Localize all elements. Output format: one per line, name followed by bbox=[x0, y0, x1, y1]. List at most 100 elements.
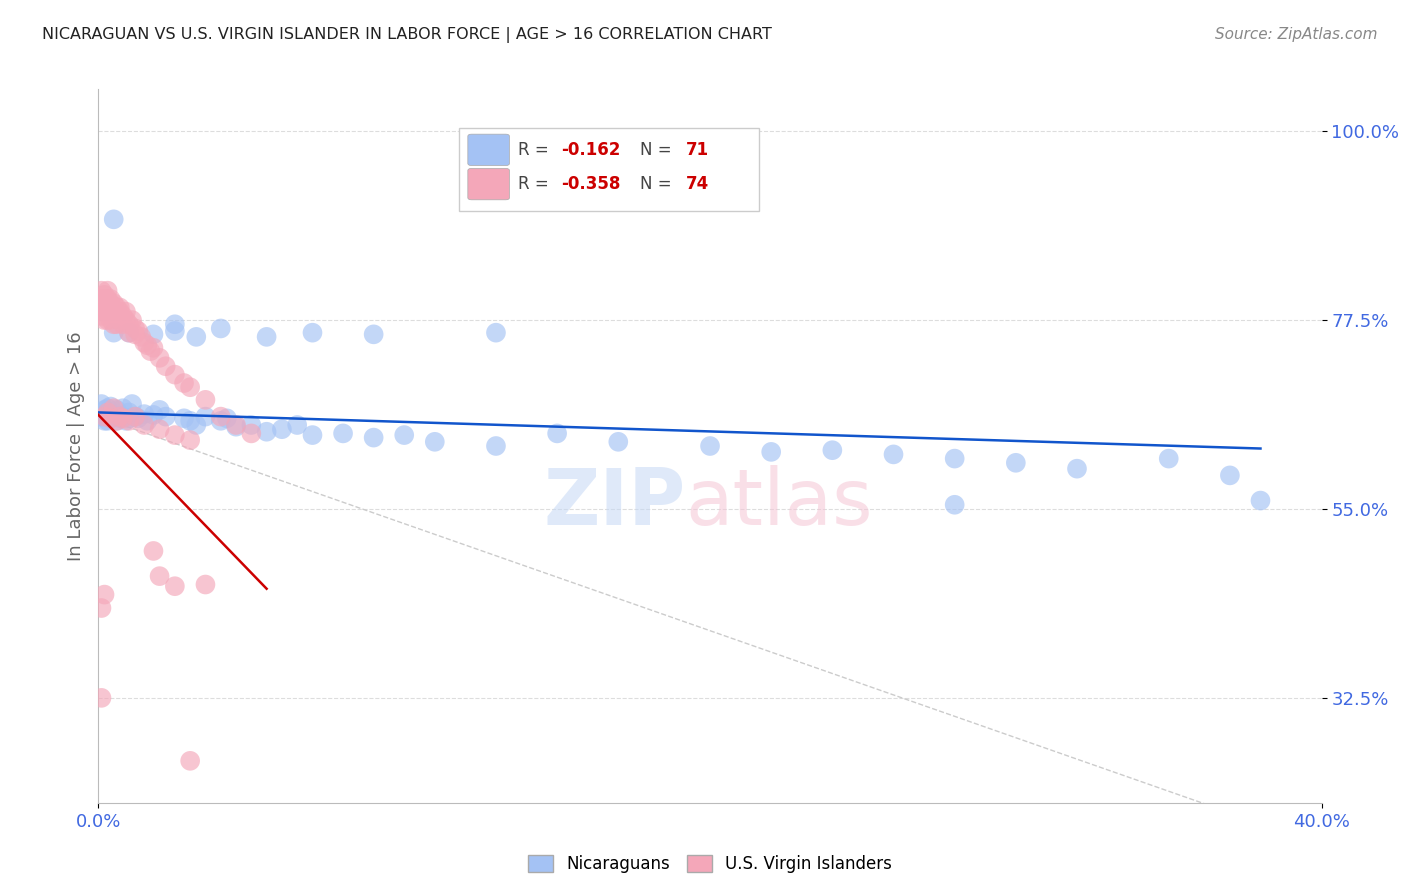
Point bbox=[256, 425, 278, 439]
Point bbox=[100, 304, 122, 318]
Point bbox=[111, 401, 134, 416]
Point bbox=[97, 414, 120, 428]
Point bbox=[111, 318, 134, 332]
Point bbox=[209, 409, 232, 424]
Point bbox=[142, 327, 165, 342]
Point bbox=[100, 411, 122, 425]
Point bbox=[118, 326, 141, 340]
Point bbox=[194, 577, 217, 591]
Point bbox=[90, 284, 112, 298]
Point bbox=[105, 318, 128, 332]
Point bbox=[155, 359, 177, 374]
Point bbox=[699, 439, 721, 453]
Point bbox=[142, 544, 165, 558]
Point bbox=[1219, 468, 1241, 483]
Point bbox=[103, 326, 125, 340]
Point bbox=[115, 304, 138, 318]
Point bbox=[485, 326, 508, 340]
Point bbox=[111, 309, 134, 323]
Point bbox=[111, 411, 134, 425]
Point bbox=[118, 405, 141, 419]
Point bbox=[97, 409, 120, 424]
Point bbox=[127, 324, 149, 338]
Point bbox=[179, 414, 201, 428]
Point bbox=[285, 417, 308, 432]
Point bbox=[149, 422, 172, 436]
Text: -0.358: -0.358 bbox=[561, 175, 620, 193]
Point bbox=[186, 417, 208, 432]
Point bbox=[97, 313, 120, 327]
Point bbox=[105, 309, 128, 323]
Point bbox=[90, 601, 112, 615]
Point bbox=[93, 409, 115, 424]
Point bbox=[194, 392, 217, 407]
Point bbox=[108, 409, 131, 424]
Point bbox=[121, 397, 143, 411]
Point bbox=[163, 368, 186, 382]
Point bbox=[118, 318, 141, 332]
Point bbox=[240, 417, 263, 432]
Text: 74: 74 bbox=[686, 175, 709, 193]
Point bbox=[124, 409, 146, 424]
Point bbox=[105, 403, 128, 417]
Point bbox=[363, 431, 385, 445]
Point bbox=[115, 313, 138, 327]
Point bbox=[607, 434, 630, 449]
Point bbox=[301, 428, 323, 442]
Point bbox=[103, 304, 125, 318]
Point bbox=[111, 409, 134, 424]
Point bbox=[103, 309, 125, 323]
Point bbox=[301, 326, 323, 340]
Point bbox=[121, 313, 143, 327]
Point bbox=[90, 292, 112, 306]
Point bbox=[103, 212, 125, 227]
Point bbox=[173, 411, 195, 425]
Point bbox=[134, 407, 156, 421]
Point bbox=[90, 397, 112, 411]
Point bbox=[103, 318, 125, 332]
Point bbox=[149, 351, 172, 365]
Point bbox=[118, 414, 141, 428]
Point bbox=[142, 341, 165, 355]
Point bbox=[97, 304, 120, 318]
Text: 71: 71 bbox=[686, 141, 709, 159]
Text: atlas: atlas bbox=[686, 465, 873, 541]
Point bbox=[103, 401, 125, 416]
Point bbox=[186, 330, 208, 344]
Text: NICARAGUAN VS U.S. VIRGIN ISLANDER IN LABOR FORCE | AGE > 16 CORRELATION CHART: NICARAGUAN VS U.S. VIRGIN ISLANDER IN LA… bbox=[42, 27, 772, 43]
Point bbox=[105, 414, 128, 428]
Point bbox=[163, 579, 186, 593]
Point bbox=[270, 422, 292, 436]
Point bbox=[1157, 451, 1180, 466]
Point bbox=[90, 301, 112, 315]
Point bbox=[179, 754, 201, 768]
Point bbox=[392, 428, 416, 442]
Point bbox=[173, 376, 195, 390]
Y-axis label: In Labor Force | Age > 16: In Labor Force | Age > 16 bbox=[66, 331, 84, 561]
Point bbox=[115, 414, 138, 428]
Point bbox=[100, 301, 122, 315]
Point bbox=[134, 335, 156, 350]
Point bbox=[163, 318, 186, 332]
Point bbox=[105, 414, 128, 428]
Text: Source: ZipAtlas.com: Source: ZipAtlas.com bbox=[1215, 27, 1378, 42]
Point bbox=[90, 309, 112, 323]
Point bbox=[821, 443, 844, 458]
Point bbox=[100, 411, 122, 425]
Point bbox=[97, 301, 120, 315]
Point bbox=[149, 403, 172, 417]
Point bbox=[142, 408, 165, 422]
Point bbox=[93, 296, 115, 310]
Point bbox=[149, 569, 172, 583]
Point bbox=[93, 408, 115, 422]
Point bbox=[124, 321, 146, 335]
Point bbox=[105, 301, 128, 315]
Point bbox=[943, 451, 966, 466]
Point bbox=[97, 401, 120, 416]
Point bbox=[332, 426, 354, 441]
Point bbox=[127, 411, 149, 425]
Point bbox=[363, 327, 385, 342]
Point bbox=[129, 330, 152, 344]
Point bbox=[225, 417, 247, 432]
Point bbox=[209, 321, 232, 335]
